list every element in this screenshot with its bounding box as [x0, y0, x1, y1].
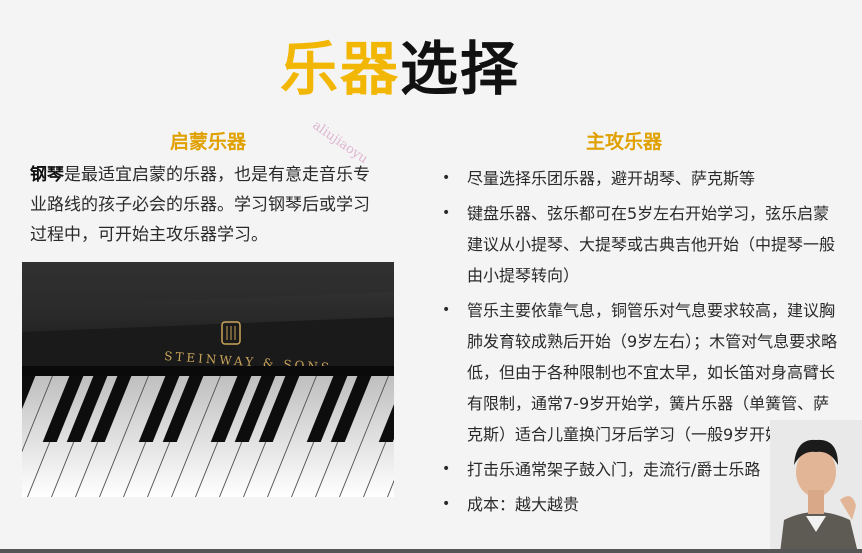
bullet-dot-icon: • — [442, 496, 451, 512]
list-item: • 尽量选择乐团乐器，避开胡琴、萨克斯等 — [440, 163, 840, 194]
presenter-video-overlay — [770, 420, 862, 553]
bottom-scrollbar[interactable] — [0, 549, 862, 553]
right-bullet-list: • 尽量选择乐团乐器，避开胡琴、萨克斯等 • 键盘乐器、弦乐都可在5岁左右开始学习，… — [440, 163, 840, 524]
right-column-heading: 主攻乐器 — [586, 131, 663, 153]
title-highlight: 乐器 — [279, 35, 400, 103]
piano-keyboard — [22, 372, 394, 497]
list-item: • 管乐主要依靠气息，铜管乐对气息要求较高，建议胸肺发育较成熟后开始（9岁左右）；… — [440, 295, 840, 450]
list-item: • 打击乐通常架子鼓入门，走流行/爵士乐路 — [440, 454, 840, 485]
bullet-dot-icon: • — [442, 205, 451, 221]
title-rest: 选择 — [400, 35, 521, 103]
piano-photo: STEINWAY & SONS — [22, 262, 394, 497]
left-column-heading: 启蒙乐器 — [170, 131, 247, 153]
piano-bold-term: 钢琴 — [30, 165, 64, 185]
page-title: 乐器选择 — [0, 22, 800, 106]
list-item: • 键盘乐器、弦乐都可在5岁左右开始学习，弦乐启蒙建议从小提琴、大提琴或古典吉他开… — [440, 198, 840, 291]
bullet-dot-icon: • — [442, 170, 451, 186]
bullet-dot-icon: • — [442, 302, 451, 318]
bullet-dot-icon: • — [442, 461, 451, 477]
left-paragraph: 钢琴是最适宜启蒙的乐器，也是有意走音乐专业路线的孩子必会的乐器。学习钢琴后或学习… — [30, 160, 380, 250]
left-paragraph-body: 是最适宜启蒙的乐器，也是有意走音乐专业路线的孩子必会的乐器。学习钢琴后或学习过程… — [30, 165, 370, 245]
list-item: • 成本：越大越贵 — [440, 489, 840, 520]
steinway-lyre-icon — [221, 321, 241, 345]
